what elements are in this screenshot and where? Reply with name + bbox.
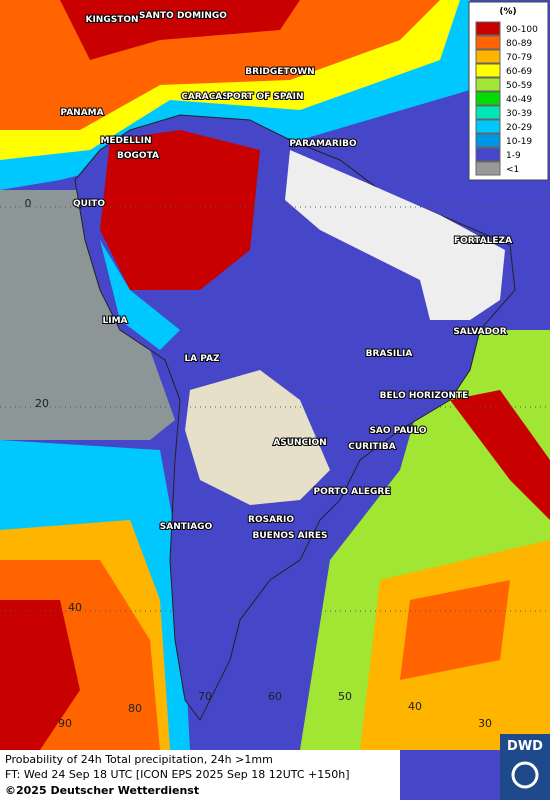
grid-label: 40 (68, 601, 82, 614)
city-label: ROSARIO (248, 515, 294, 525)
city-label: BRASILIA (366, 349, 413, 359)
legend-swatch (475, 35, 501, 50)
footer-line: Probability of 24h Total precipitation, … (5, 753, 273, 766)
city-label: PORTO ALEGRE (313, 487, 390, 497)
city-label: BOGOTA (117, 151, 159, 161)
grid-label: 50 (338, 690, 352, 703)
band (0, 600, 80, 750)
dry-ocean (0, 190, 175, 440)
grid-label: 0 (25, 197, 32, 210)
city-label: SANTO DOMINGO (139, 11, 227, 21)
legend-swatch (475, 133, 501, 148)
grid-label: 30 (478, 717, 492, 730)
city-label: PANAMA (60, 108, 103, 118)
grid-label: 70 (198, 690, 212, 703)
city-label: FORTALEZA (454, 236, 512, 246)
footer-box (0, 750, 400, 800)
legend-swatch (475, 105, 501, 120)
city-label: LA PAZ (184, 354, 220, 364)
legend-label: 1-9 (506, 151, 521, 161)
city-labels: KINGSTON SANTO DOMINGOBRIDGETOWNCARACASPO… (59, 10, 513, 542)
legend-label: 50-59 (506, 81, 532, 91)
dry-land (185, 370, 330, 505)
wet-land (100, 240, 180, 350)
legend-swatch (475, 161, 501, 176)
legend-label: 30-39 (506, 109, 532, 119)
logo: DWD (507, 739, 543, 754)
graticule (0, 206, 550, 612)
city-label: BELO HORIZONTE (380, 391, 469, 401)
legend-label: 40-49 (506, 95, 532, 105)
city-label: PORT OF SPAIN (226, 92, 303, 102)
grid-labels: 0 20 40 90 80 70 60 50 40 30 (25, 197, 493, 730)
legend-swatch (475, 49, 501, 64)
legend-label: 70-79 (506, 53, 532, 63)
wet-land (100, 130, 260, 290)
city-label: KINGSTON (85, 15, 138, 25)
city-label: CARACAS (181, 92, 229, 102)
grid-label: 40 (408, 700, 422, 713)
city-label: PARAMARIBO (289, 139, 357, 149)
legend-swatch (475, 63, 501, 78)
footer-line: FT: Wed 24 Sep 18 UTC [ICON EPS 2025 Sep… (5, 768, 350, 781)
legend: 90-100 80-89 70-79 60-69 50-59 40-49 30-39 20-2… (475, 21, 538, 176)
grid-label: 90 (58, 717, 72, 730)
city-label: SALVADOR (453, 327, 506, 337)
band (400, 580, 510, 680)
city-label: QUITO (73, 199, 105, 209)
logo-box (500, 734, 550, 800)
logo-icon (511, 761, 539, 789)
city-label: ASUNCION (273, 438, 326, 448)
legend-label: 80-89 (506, 39, 532, 49)
legend-label: 90-100 (506, 25, 538, 35)
grid-label: 80 (128, 702, 142, 715)
city-label: LIMA (102, 316, 127, 326)
band (60, 0, 300, 60)
footer-line: ©2025 Deutscher Wetterdienst (5, 784, 199, 797)
legend-label: 60-69 (506, 67, 532, 77)
legend-swatch (475, 119, 501, 134)
band (450, 390, 550, 520)
legend-swatch (475, 91, 501, 106)
grid-label: 20 (35, 397, 49, 410)
legend-swatch (475, 77, 501, 92)
legend-swatch (475, 21, 501, 36)
legend-title: (%) (499, 7, 516, 17)
city-label: CURITIBA (348, 442, 396, 452)
city-label: SANTIAGO (160, 522, 213, 532)
city-label: SAO PAULO (369, 426, 426, 436)
legend-label: <1 (506, 165, 519, 175)
grid-label: 60 (268, 690, 282, 703)
dry-land (285, 150, 505, 320)
legend-label: 10-19 (506, 137, 532, 147)
legend-swatch (475, 147, 501, 162)
city-label: MEDELLIN (100, 136, 151, 146)
city-label: BUENOS AIRES (253, 531, 328, 541)
city-label: BRIDGETOWN (245, 67, 314, 77)
legend-label: 20-29 (506, 123, 532, 133)
